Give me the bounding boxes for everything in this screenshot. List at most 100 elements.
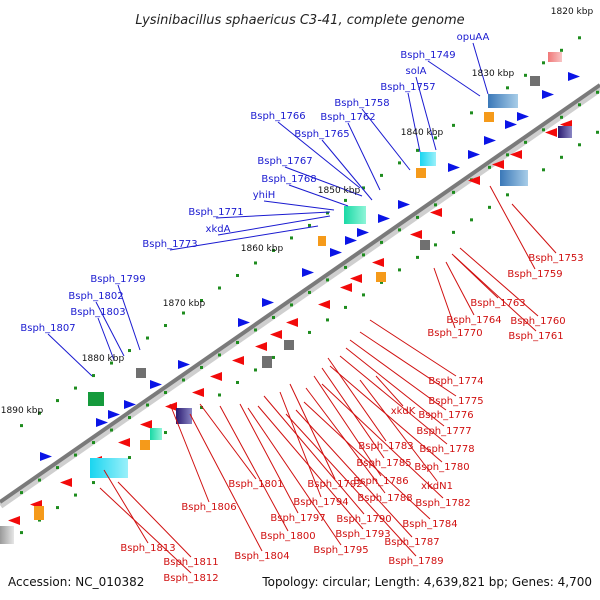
position-tick xyxy=(20,424,23,428)
reverse-label-leader xyxy=(489,185,536,270)
forward-cds-arrow xyxy=(108,410,120,419)
forward-cds-arrow xyxy=(262,298,274,307)
forward-gene-label: Bsph_1773 xyxy=(142,239,197,250)
reverse-gene-label: Bsph_1785 xyxy=(356,458,411,469)
kbp-marker: 1840 kbp xyxy=(401,128,444,138)
reverse-cds-arrow xyxy=(340,283,352,292)
position-tick xyxy=(74,493,77,497)
forward-label-leader xyxy=(407,92,421,153)
position-tick xyxy=(380,280,383,284)
gene-block-pink xyxy=(548,52,562,62)
genome-backbone-shadow xyxy=(0,84,600,509)
reverse-cds-arrow xyxy=(410,230,422,239)
gene-labels: 1820 kbp 1830 kbp 1840 kbp 1850 kbp 1860 kbp… xyxy=(1,7,594,584)
reverse-label-leader xyxy=(257,405,364,530)
position-tick xyxy=(578,103,581,107)
forward-label-leader xyxy=(117,284,141,351)
position-tick xyxy=(362,186,365,190)
gene-block-purple xyxy=(176,408,192,424)
forward-cds-arrow xyxy=(330,248,342,257)
reverse-label-leader xyxy=(511,203,557,254)
forward-gene-label: Bsph_1765 xyxy=(294,129,349,140)
reverse-label-leader xyxy=(375,375,404,407)
position-tick xyxy=(272,248,275,252)
forward-cds-arrow xyxy=(505,120,517,129)
position-tick xyxy=(164,324,167,328)
reverse-label-leader xyxy=(117,481,192,558)
reverse-gene-label: Bsph_1753 xyxy=(528,253,583,264)
position-tick xyxy=(74,453,77,457)
position-tick xyxy=(506,86,509,90)
reverse-gene-label: Bsph_1804 xyxy=(234,551,289,562)
position-tick xyxy=(506,193,509,197)
reverse-label-leader xyxy=(327,357,387,442)
gene-block-purple xyxy=(558,126,572,138)
reverse-label-leader xyxy=(199,403,257,480)
reverse-gene-label: Bsph_1784 xyxy=(402,519,457,530)
position-tick xyxy=(326,278,329,282)
forward-cds-arrow xyxy=(345,236,357,245)
reverse-gene-label: Bsph_1811 xyxy=(163,557,218,568)
position-tick xyxy=(398,161,401,165)
gene-block-blue xyxy=(488,94,518,108)
position-tick xyxy=(344,198,347,202)
forward-cds-arrow xyxy=(568,72,580,81)
reverse-gene-label: Bsph_1789 xyxy=(388,556,443,567)
position-tick xyxy=(560,155,563,159)
forward-gene-label: Bsph_1799 xyxy=(90,274,145,285)
reverse-cds-arrow xyxy=(210,372,222,381)
gene-block-orange xyxy=(318,236,326,246)
kbp-marker: 1820 kbp xyxy=(551,7,594,17)
reverse-gene-label: Bsph_1759 xyxy=(507,269,562,280)
gene-block-grey xyxy=(136,368,146,378)
forward-cds-arrow xyxy=(517,112,529,121)
gene-features xyxy=(0,52,580,544)
position-tick xyxy=(434,203,437,207)
reverse-gene-label: Bsph_1774 xyxy=(428,376,483,387)
position-tick xyxy=(326,211,329,215)
reverse-cds-arrow xyxy=(350,274,362,283)
position-tick xyxy=(416,255,419,259)
reverse-cds-arrow xyxy=(8,516,20,525)
reverse-label-leader xyxy=(349,339,447,411)
gene-block-orange xyxy=(484,112,494,122)
position-tick xyxy=(254,368,257,372)
position-tick xyxy=(524,140,527,144)
position-tick xyxy=(578,143,581,147)
position-tick xyxy=(416,215,419,219)
reverse-cds-arrow xyxy=(140,420,152,429)
position-tick xyxy=(560,48,563,52)
position-tick xyxy=(182,378,185,382)
gene-block-grey xyxy=(420,240,430,250)
reverse-gene-label: Bsph_1775 xyxy=(428,396,483,407)
forward-cds-arrow xyxy=(484,136,496,145)
genome-backbone xyxy=(0,83,600,504)
reverse-label-leader xyxy=(285,413,417,557)
position-tick xyxy=(38,518,41,522)
position-tick xyxy=(290,236,293,240)
reverse-gene-label: xkdK xyxy=(391,406,416,417)
reverse-cds-arrow xyxy=(510,150,522,159)
reverse-label-leader xyxy=(303,401,431,520)
reverse-cds-arrow xyxy=(286,318,298,327)
gene-block-grey xyxy=(0,526,14,544)
reverse-gene-label: Bsph_1782 xyxy=(415,498,470,509)
reverse-cds-arrow xyxy=(192,388,204,397)
position-tick xyxy=(74,386,77,390)
forward-cds-arrow xyxy=(357,228,369,237)
reverse-cds-arrow xyxy=(372,258,384,267)
reverse-gene-label: Bsph_1787 xyxy=(384,537,439,548)
position-tick xyxy=(434,136,437,140)
forward-cds-arrow xyxy=(238,318,250,327)
reverse-gene-label: Bsph_1797 xyxy=(270,513,325,524)
reverse-gene-label: Bsph_1760 xyxy=(510,316,565,327)
position-tick xyxy=(38,478,41,482)
reverse-label-leader xyxy=(103,469,149,544)
position-tick xyxy=(218,286,221,290)
reverse-label-leader xyxy=(451,253,537,332)
position-tick xyxy=(20,491,23,495)
reverse-gene-label: Bsph_1776 xyxy=(418,410,473,421)
forward-cds-arrow xyxy=(302,268,314,277)
reverse-label-leader xyxy=(445,261,475,316)
